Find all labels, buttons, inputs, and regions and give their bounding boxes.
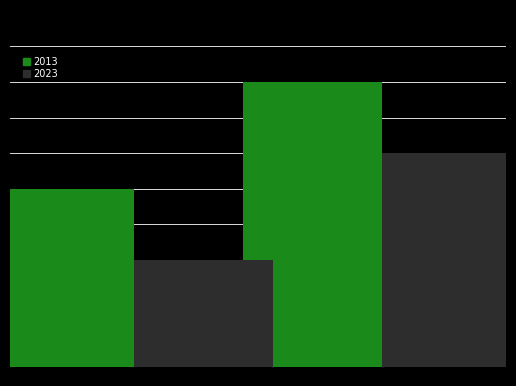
Bar bbox=[0, 189, 134, 367]
Bar bbox=[134, 260, 273, 367]
Bar bbox=[243, 82, 382, 367]
Bar bbox=[382, 153, 516, 367]
Legend: 2013, 2023: 2013, 2023 bbox=[20, 54, 61, 82]
